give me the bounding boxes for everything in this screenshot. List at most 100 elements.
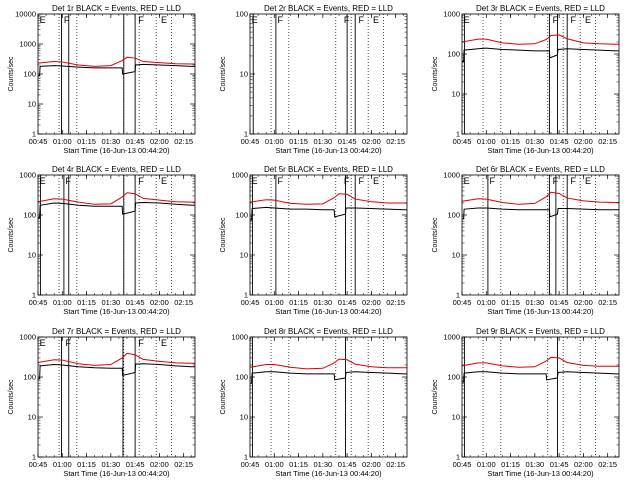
chart-title: Det 5r BLACK = Events, RED = LLD xyxy=(264,165,393,174)
x-tick-label: 01:00 xyxy=(53,298,72,307)
marker-label-f: F xyxy=(344,176,350,186)
series-events-line xyxy=(250,206,407,221)
marker-label-e: E xyxy=(585,176,591,186)
x-tick-label: 02:15 xyxy=(174,137,193,146)
chart-title: Det 7r BLACK = Events, RED = LLD xyxy=(52,327,181,336)
y-tick-label: 10 xyxy=(28,251,36,260)
marker-label-f: F xyxy=(358,15,364,25)
plot-area xyxy=(38,337,195,457)
y-tick-label: 1 xyxy=(244,130,248,139)
x-tick-label: 01:30 xyxy=(313,298,332,307)
x-tick-label: 00:45 xyxy=(29,460,48,469)
x-axis-label: Start Time (16-Jun-13 00:44:20) xyxy=(63,469,170,478)
chart-panel-1: E F F E 1 10 100 1000 10000 00:45 01:00 01:15 01:30 0… xyxy=(8,4,196,155)
series-lld-line xyxy=(462,356,619,368)
x-axis-label: Start Time (16-Jun-13 00:44:20) xyxy=(487,469,594,478)
x-tick-label: 01:45 xyxy=(126,298,145,307)
marker-label-e: E xyxy=(373,176,379,186)
marker-label-f: F xyxy=(553,15,559,25)
chart-panel-4: E F F E 1 10 100 1000 00:45 01:00 01:15 01:30 01:45 0… xyxy=(8,165,196,316)
x-tick-label: 01:30 xyxy=(101,460,120,469)
marker-label-e: E xyxy=(464,176,470,186)
chart-panel-8: 1 10 100 1000 00:45 01:00 01:15 01:30 01:45 02:00… xyxy=(220,327,408,478)
y-tick-label: 10 xyxy=(240,251,248,260)
y-tick-label: 100 xyxy=(235,373,248,382)
x-tick-label: 01:30 xyxy=(313,137,332,146)
marker-label-f: F xyxy=(64,15,70,25)
x-tick-label: 02:00 xyxy=(362,137,381,146)
marker-label-e: E xyxy=(40,338,46,348)
chart-title: Det 9r BLACK = Events, RED = LLD xyxy=(476,327,605,336)
x-tick-label: 00:45 xyxy=(29,137,48,146)
y-tick-label: 1000 xyxy=(19,40,36,49)
plot-frame xyxy=(249,174,408,296)
y-tick-label: 10 xyxy=(28,100,36,109)
plot-area xyxy=(38,175,195,295)
marker-label-f: F xyxy=(66,338,72,348)
y-tick-label: 1 xyxy=(244,453,248,462)
series-lld-line xyxy=(38,56,195,67)
x-tick-label: 01:45 xyxy=(338,298,357,307)
chart-panel-7: E F F E 1 10 100 1000 00:45 01:00 01:15 01:30 01:45 0… xyxy=(8,327,196,478)
plot-area xyxy=(38,14,195,134)
y-tick-label: 10 xyxy=(452,413,460,422)
y-tick-label: 10 xyxy=(28,413,36,422)
plot-frame xyxy=(461,13,620,135)
x-tick-label: 02:15 xyxy=(598,460,617,469)
x-tick-label: 01:45 xyxy=(550,137,569,146)
y-tick-label: 10 xyxy=(240,413,248,422)
x-tick-label: 01:00 xyxy=(265,460,284,469)
series-events-line xyxy=(462,371,619,383)
x-axis-label: Start Time (16-Jun-13 00:44:20) xyxy=(487,146,594,155)
marker-label-f: F xyxy=(358,176,364,186)
x-tick-label: 02:00 xyxy=(150,137,169,146)
x-tick-label: 01:45 xyxy=(126,460,145,469)
series-lld-line xyxy=(462,34,619,45)
plot-area xyxy=(462,175,619,295)
y-tick-label: 100 xyxy=(447,211,460,220)
x-tick-label: 00:45 xyxy=(453,460,472,469)
x-tick-label: 02:00 xyxy=(574,137,593,146)
marker-label-e: E xyxy=(585,15,591,25)
x-tick-label: 01:30 xyxy=(101,137,120,146)
y-tick-label: 100 xyxy=(23,373,36,382)
marker-label-f: F xyxy=(66,176,72,186)
marker-label-f: F xyxy=(138,338,144,348)
y-axis-label: Counts/sec xyxy=(432,56,439,92)
y-tick-label: 10 xyxy=(240,70,248,79)
marker-label-f: F xyxy=(570,176,576,186)
marker-label-e: E xyxy=(252,15,258,25)
y-tick-label: 1000 xyxy=(19,333,36,342)
series-events-line xyxy=(250,371,407,384)
x-tick-label: 01:30 xyxy=(525,137,544,146)
x-tick-label: 01:15 xyxy=(77,460,96,469)
x-tick-label: 01:15 xyxy=(289,460,308,469)
plot-frame xyxy=(37,336,196,458)
plot-area xyxy=(462,14,619,134)
x-tick-label: 00:45 xyxy=(241,137,260,146)
series-events-line xyxy=(462,207,619,220)
y-tick-label: 1 xyxy=(456,453,460,462)
x-tick-label: 01:45 xyxy=(338,137,357,146)
marker-label-e: E xyxy=(161,15,167,25)
y-tick-label: 100 xyxy=(23,211,36,220)
x-tick-label: 01:00 xyxy=(477,137,496,146)
plot-frame xyxy=(37,174,196,296)
chart-title: Det 6r BLACK = Events, RED = LLD xyxy=(476,165,605,174)
plot-frame xyxy=(461,336,620,458)
marker-label-e: E xyxy=(161,338,167,348)
y-axis-label: Counts/sec xyxy=(220,56,227,92)
x-tick-label: 02:15 xyxy=(598,298,617,307)
y-axis-label: Counts/sec xyxy=(220,217,227,253)
x-tick-label: 01:15 xyxy=(289,298,308,307)
marker-label-f: F xyxy=(490,176,496,186)
y-axis-label: Counts/sec xyxy=(8,56,15,92)
x-tick-label: 01:00 xyxy=(265,137,284,146)
y-tick-label: 10 xyxy=(452,90,460,99)
x-tick-label: 01:45 xyxy=(338,460,357,469)
y-tick-label: 100 xyxy=(447,50,460,59)
x-tick-label: 01:30 xyxy=(101,298,120,307)
